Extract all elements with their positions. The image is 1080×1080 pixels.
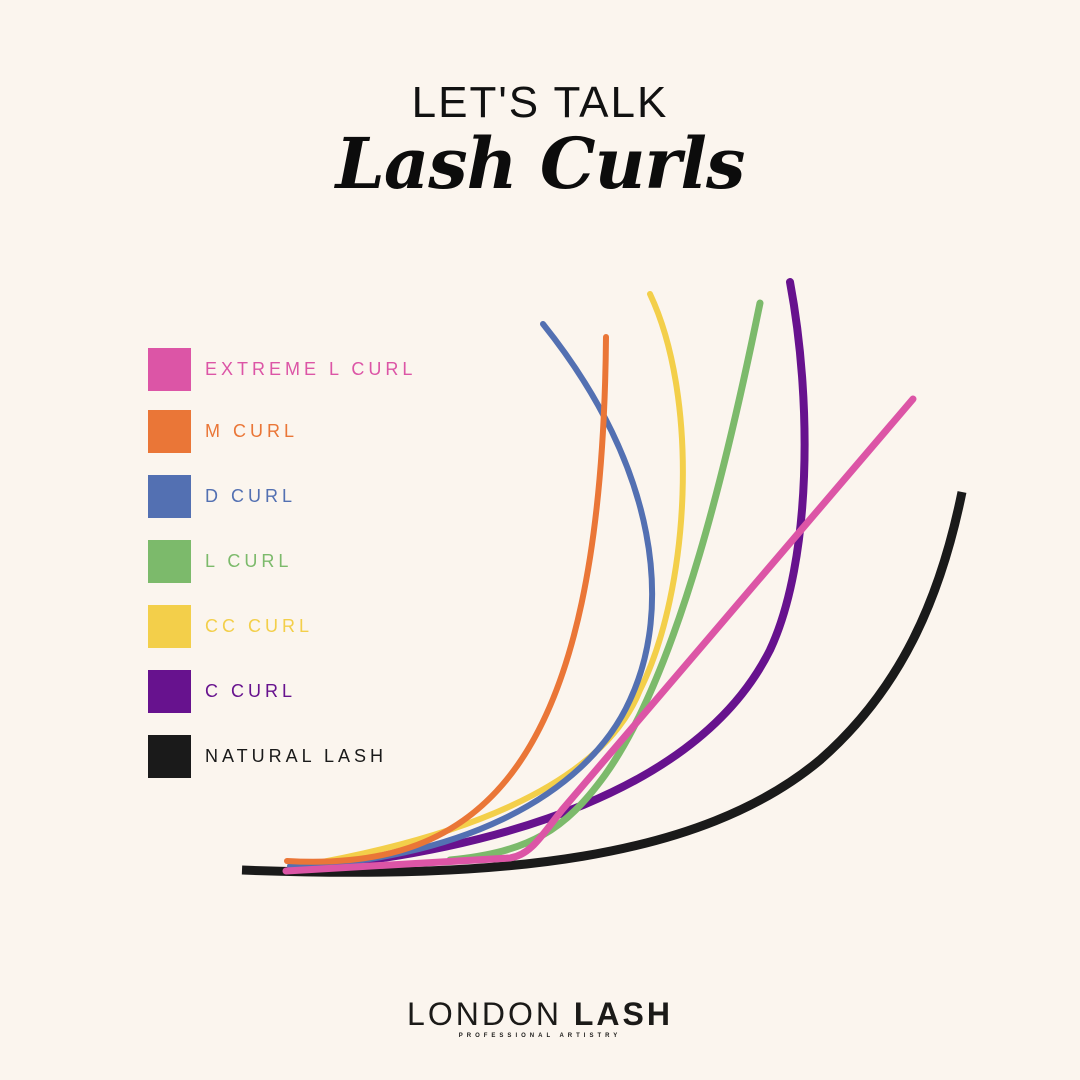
swatch <box>148 540 191 583</box>
legend-item-natural-lash: NATURAL LASH <box>148 735 387 778</box>
c-curl-curve <box>296 278 809 872</box>
legend-item-m-curl: M CURL <box>148 410 298 453</box>
legend-label: NATURAL LASH <box>205 746 388 766</box>
legend-item-d-curl: D CURL <box>148 475 296 518</box>
d-curl-curve <box>287 321 656 869</box>
legend-label: EXTREME L CURL <box>205 359 417 379</box>
logo-tagline: PROFESSIONAL ARTISTRY <box>458 1033 622 1039</box>
page-title: Lash Curls <box>335 122 746 205</box>
swatch <box>148 670 191 713</box>
legend-item-cc-curl: CC CURL <box>148 605 313 648</box>
legend-label: D CURL <box>205 486 297 506</box>
legend-label: M CURL <box>205 421 299 441</box>
legend-item-c-curl: C CURL <box>148 670 296 713</box>
swatch <box>148 348 191 391</box>
brand-logo: LONDON LASH PROFESSIONAL ARTISTRY <box>0 996 1080 1039</box>
header-kicker: LET'S TALK <box>411 78 669 127</box>
legend-label: L CURL <box>205 551 293 571</box>
legend-item-extreme-l-curl: EXTREME L CURL <box>148 348 416 391</box>
swatch <box>148 475 191 518</box>
swatch <box>148 605 191 648</box>
legend-label: CC CURL <box>205 616 314 636</box>
m-curl-curve <box>284 334 609 865</box>
extreme-l-curl-curve <box>282 395 917 875</box>
legend-item-l-curl: L CURL <box>148 540 292 583</box>
swatch <box>148 410 191 453</box>
swatch <box>148 735 191 778</box>
logo-word-london: LONDON <box>407 996 562 1032</box>
cc-curl-curve <box>297 291 686 869</box>
legend-label: C CURL <box>205 681 297 701</box>
natural-lash-curve <box>241 491 967 877</box>
logo-word-lash: LASH <box>573 996 673 1032</box>
